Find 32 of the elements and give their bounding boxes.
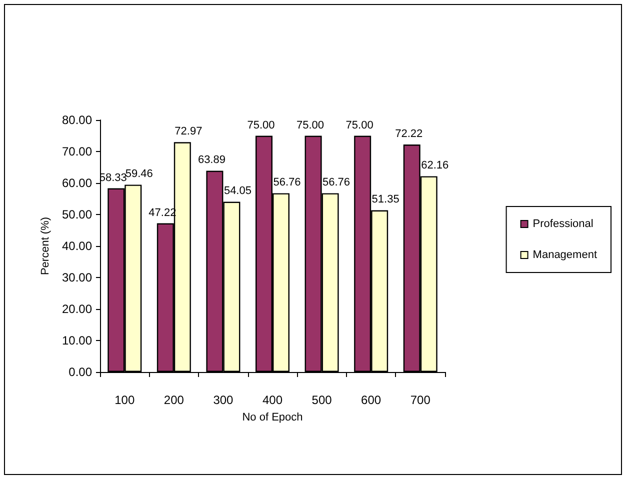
legend-label: Professional [532,218,594,230]
y-tick-label: 10.00 [62,334,92,348]
y-tick-label: 80.00 [62,113,92,127]
data-label: 56.76 [322,176,350,189]
y-axis-title: Percent (%) [40,216,52,276]
x-tick-label: 500 [312,393,332,407]
data-label: 56.76 [273,176,301,189]
x-tick-label: 700 [410,393,431,407]
data-label: 54.05 [224,185,252,198]
x-tick-label: 100 [114,393,135,407]
x-tick-label: 300 [213,393,234,407]
data-label: 72.22 [395,128,423,140]
x-tick-label: 400 [262,393,283,407]
data-label: 63.89 [198,154,226,166]
y-tick-label: 20.00 [62,302,92,316]
data-label: 75.00 [296,119,324,132]
y-tick-label: 40.00 [62,239,92,253]
data-label: 62.16 [421,160,449,172]
y-tick-label: 60.00 [62,176,92,190]
y-tick-label: 50.00 [62,208,92,222]
legend-label: Management [532,249,598,261]
y-tick-label: 70.00 [62,144,92,158]
x-tick-label: 200 [164,393,184,407]
data-label: 59.46 [125,168,153,180]
x-axis-title: No of Epoch [242,412,303,424]
data-label: 75.00 [346,119,374,132]
data-label: 72.97 [174,126,202,138]
y-tick-label: 30.00 [62,270,92,284]
data-label: 51.35 [372,194,400,206]
y-tick-label: 0.00 [68,365,92,379]
data-label: 75.00 [247,119,275,132]
x-tick-label: 600 [361,393,382,407]
